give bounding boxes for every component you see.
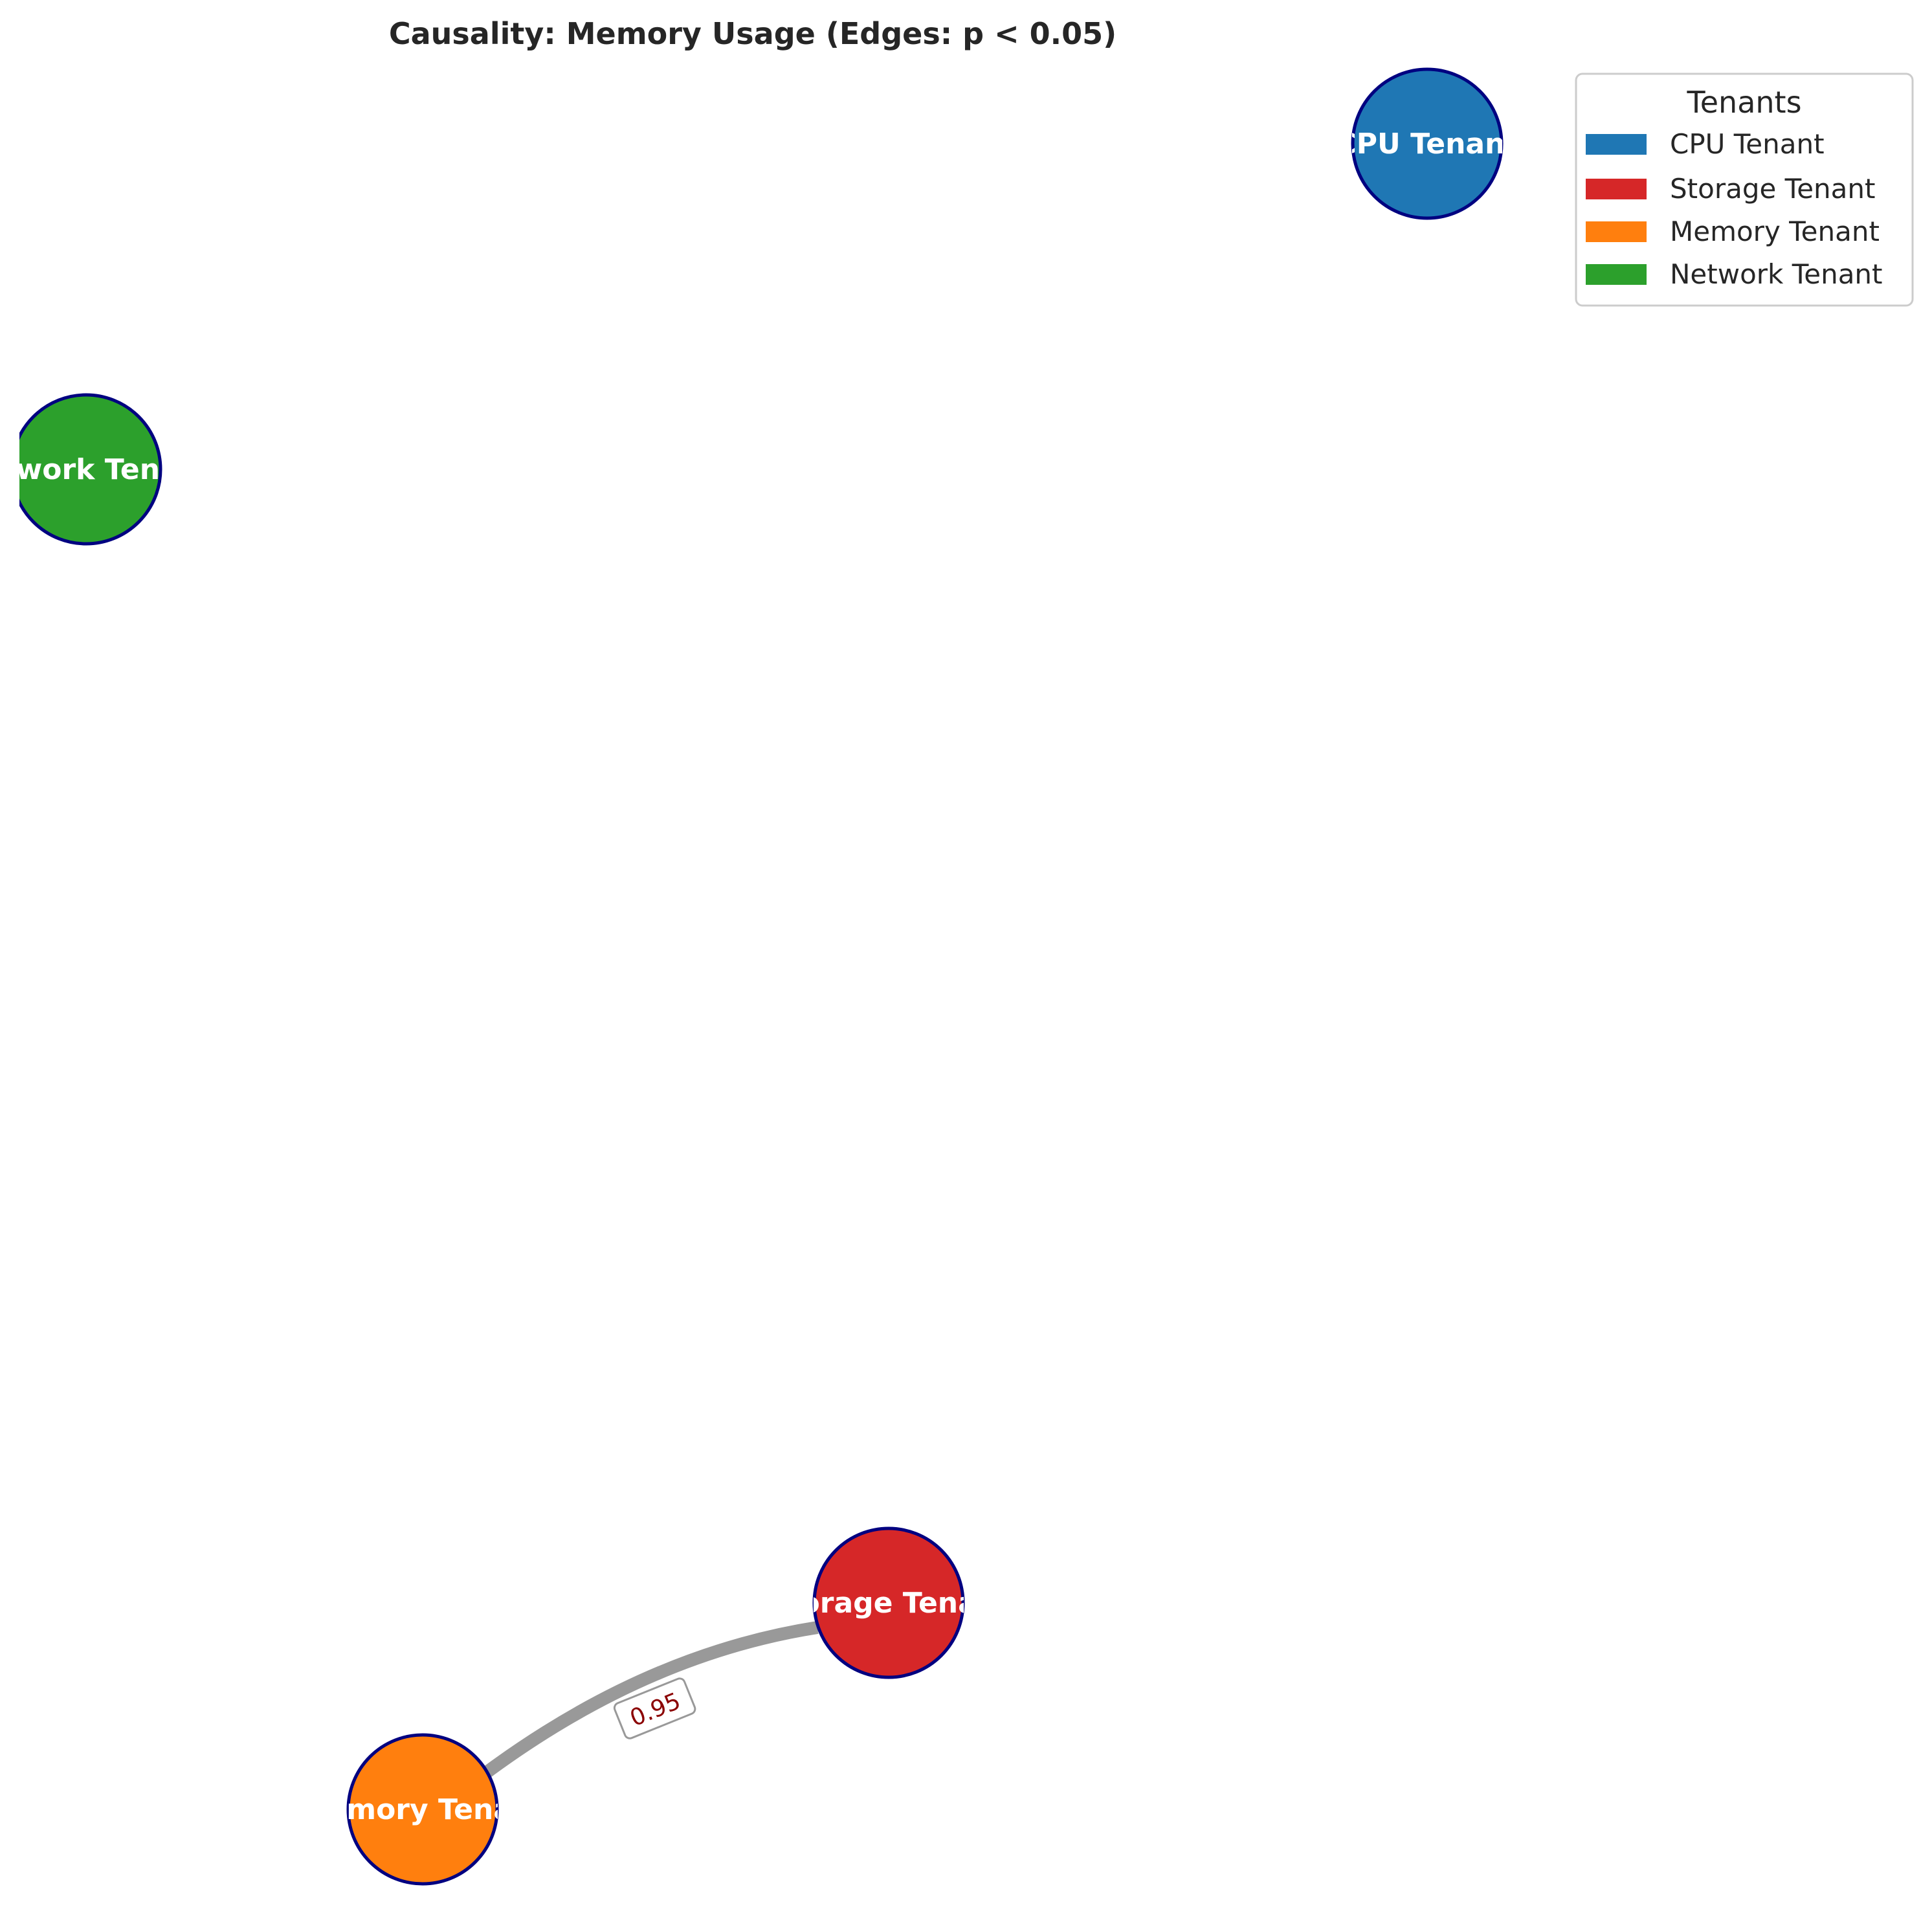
node-network: Network Tenant [0,393,213,546]
legend-swatch [1586,179,1647,199]
edge-label-layer: 0.95 [613,1677,696,1739]
legend-item: Memory Tenant [1586,216,1880,247]
edge-memory-storage [483,1621,819,1778]
legend-swatch [1586,264,1647,285]
legend-swatch [1586,134,1647,155]
legend-item-label: Network Tenant [1670,258,1883,290]
node-circle [346,1733,499,1886]
node-storage: Storage Tenant [766,1526,1011,1679]
edge-layer [483,1621,819,1778]
legend-item-label: Storage Tenant [1670,173,1875,205]
node-label: CPU Tenant [1336,128,1519,161]
node-circle [1351,67,1504,220]
legend-item: CPU Tenant [1586,128,1825,160]
legend-title: Tenants [1686,85,1801,120]
node-memory: Memory Tenant [299,1733,547,1886]
legend-item: Storage Tenant [1586,173,1875,205]
edge-label-box [613,1677,696,1739]
node-layer: CPU Tenant Network Tenant Storage Tenant Me… [0,67,1519,1886]
legend-swatch [1586,221,1647,242]
edge-label: 0.95 [613,1677,696,1739]
legend: Tenants CPU Tenant Storage Tenant Memory… [1575,73,1914,307]
node-circle [812,1526,965,1679]
graph-title: Causality: Memory Usage (Edges: p < 0.05… [389,16,1116,51]
node-cpu: CPU Tenant [1336,67,1519,220]
node-circle [19,393,162,546]
legend-item: Network Tenant [1586,258,1883,290]
legend-item-label: Memory Tenant [1670,216,1880,247]
node-label: Network Tenant [0,453,213,486]
node-label: Storage Tenant [766,1587,1011,1620]
legend-frame [1575,73,1914,307]
legend-item-label: CPU Tenant [1670,128,1825,160]
node-label: Memory Tenant [299,1793,547,1826]
